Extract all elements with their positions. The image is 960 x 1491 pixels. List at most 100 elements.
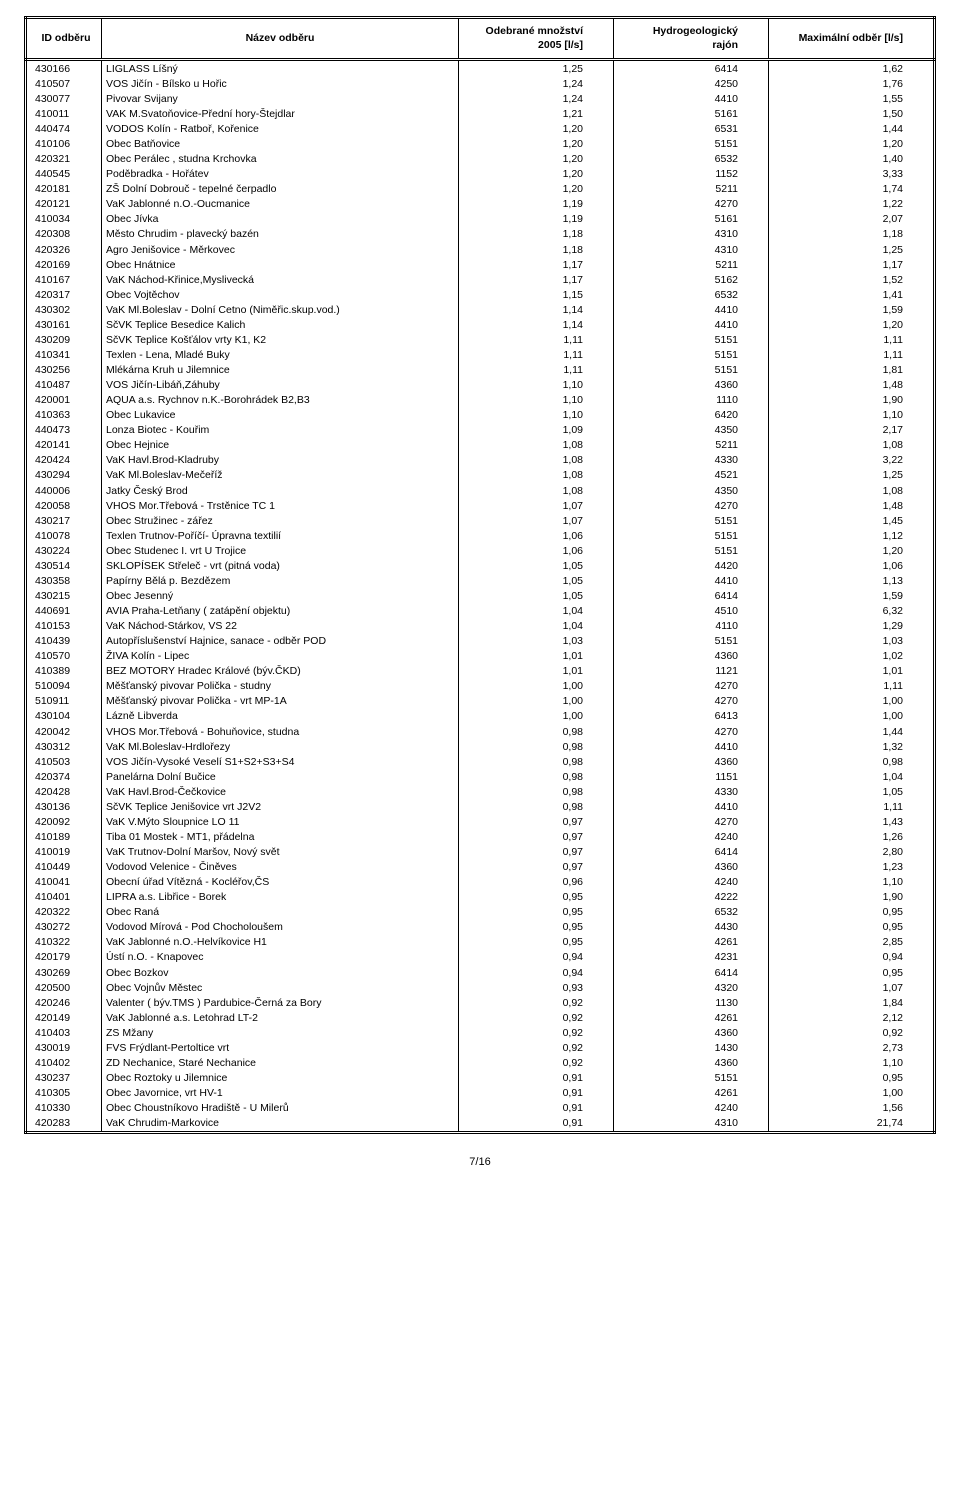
cell-qty: 1,05 xyxy=(459,588,614,603)
cell-qty: 1,20 xyxy=(459,167,614,182)
table-row: 410019VaK Trutnov-Dolní Maršov, Nový svě… xyxy=(26,845,935,860)
cell-max: 1,00 xyxy=(769,709,935,724)
cell-raj: 4310 xyxy=(614,227,769,242)
cell-qty: 0,98 xyxy=(459,739,614,754)
cell-max: 1,44 xyxy=(769,122,935,137)
cell-name: VHOS Mor.Třebová - Trstěnice TC 1 xyxy=(102,498,459,513)
cell-qty: 1,01 xyxy=(459,664,614,679)
cell-id: 410167 xyxy=(26,272,102,287)
cell-raj: 5211 xyxy=(614,257,769,272)
cell-qty: 1,20 xyxy=(459,137,614,152)
table-row: 430237Obec Roztoky u Jilemnice0,9151510,… xyxy=(26,1070,935,1085)
cell-raj: 4350 xyxy=(614,423,769,438)
cell-id: 430302 xyxy=(26,302,102,317)
table-row: 430312VaK Ml.Boleslav-Hrdlořezy0,9844101… xyxy=(26,739,935,754)
cell-name: Panelárna Dolní Bučice xyxy=(102,769,459,784)
cell-id: 420042 xyxy=(26,724,102,739)
table-row: 430161SčVK Teplice Besedice Kalich1,1444… xyxy=(26,317,935,332)
cell-raj: 4270 xyxy=(614,679,769,694)
cell-id: 430312 xyxy=(26,739,102,754)
cell-id: 420092 xyxy=(26,814,102,829)
cell-max: 0,95 xyxy=(769,1070,935,1085)
cell-raj: 4250 xyxy=(614,76,769,91)
cell-raj: 4330 xyxy=(614,453,769,468)
cell-id: 410189 xyxy=(26,829,102,844)
cell-qty: 1,20 xyxy=(459,122,614,137)
cell-qty: 1,18 xyxy=(459,242,614,257)
cell-qty: 1,19 xyxy=(459,212,614,227)
cell-qty: 1,11 xyxy=(459,347,614,362)
cell-raj: 4261 xyxy=(614,1010,769,1025)
cell-max: 1,00 xyxy=(769,1086,935,1101)
cell-id: 410322 xyxy=(26,935,102,950)
cell-name: VOS Jičín-Libáň,Záhuby xyxy=(102,378,459,393)
cell-raj: 4510 xyxy=(614,604,769,619)
table-row: 440473Lonza Biotec - Kouřim1,0943502,17 xyxy=(26,423,935,438)
cell-name: Vodovod Mírová - Pod Chocholoušem xyxy=(102,920,459,935)
cell-max: 1,20 xyxy=(769,137,935,152)
cell-max: 1,13 xyxy=(769,573,935,588)
cell-name: Vodovod Velenice - Činěves xyxy=(102,860,459,875)
cell-id: 430136 xyxy=(26,799,102,814)
cell-raj: 4240 xyxy=(614,875,769,890)
cell-raj: 5151 xyxy=(614,1070,769,1085)
column-header-raj: Hydrogeologickýrajón xyxy=(614,18,769,60)
cell-raj: 5151 xyxy=(614,528,769,543)
table-row: 410449Vodovod Velenice - Činěves0,974360… xyxy=(26,860,935,875)
cell-max: 3,33 xyxy=(769,167,935,182)
cell-id: 430237 xyxy=(26,1070,102,1085)
cell-raj: 6531 xyxy=(614,122,769,137)
table-row: 430215Obec Jesenný1,0564141,59 xyxy=(26,588,935,603)
cell-name: VaK Náchod-Křinice,Myslivecká xyxy=(102,272,459,287)
cell-name: Texlen - Lena, Mladé Buky xyxy=(102,347,459,362)
table-row: 420042VHOS Mor.Třebová - Bohuňovice, stu… xyxy=(26,724,935,739)
cell-max: 1,05 xyxy=(769,784,935,799)
cell-raj: 4360 xyxy=(614,1025,769,1040)
cell-max: 1,04 xyxy=(769,769,935,784)
cell-name: SKLOPÍSEK Střeleč - vrt (pitná voda) xyxy=(102,558,459,573)
table-row: 410153VaK Náchod-Stárkov, VS 221,0441101… xyxy=(26,619,935,634)
cell-max: 0,98 xyxy=(769,754,935,769)
cell-name: LIPRA a.s. Libřice - Borek xyxy=(102,890,459,905)
cell-raj: 4231 xyxy=(614,950,769,965)
cell-id: 420246 xyxy=(26,995,102,1010)
table-row: 410401LIPRA a.s. Libřice - Borek0,954222… xyxy=(26,890,935,905)
cell-id: 410106 xyxy=(26,137,102,152)
cell-qty: 1,21 xyxy=(459,106,614,121)
cell-raj: 5161 xyxy=(614,106,769,121)
cell-name: Pivovar Svijany xyxy=(102,91,459,106)
cell-raj: 5211 xyxy=(614,182,769,197)
cell-name: Město Chrudim - plavecký bazén xyxy=(102,227,459,242)
cell-raj: 4360 xyxy=(614,649,769,664)
cell-max: 1,17 xyxy=(769,257,935,272)
table-row: 430166LIGLASS Líšný1,2564141,62 xyxy=(26,60,935,77)
cell-id: 420374 xyxy=(26,769,102,784)
table-row: 420169Obec Hnátnice1,1752111,17 xyxy=(26,257,935,272)
cell-raj: 5151 xyxy=(614,332,769,347)
table-row: 420058VHOS Mor.Třebová - Trstěnice TC 11… xyxy=(26,498,935,513)
table-row: 420283VaK Chrudim-Markovice0,91431021,74 xyxy=(26,1116,935,1133)
cell-name: VaK Ml.Boleslav - Dolní Cetno (Niměřic.s… xyxy=(102,302,459,317)
cell-id: 420141 xyxy=(26,438,102,453)
cell-name: AQUA a.s. Rychnov n.K.-Borohrádek B2,B3 xyxy=(102,393,459,408)
table-row: 420428VaK Havl.Brod-Čečkovice0,9843301,0… xyxy=(26,784,935,799)
cell-raj: 4261 xyxy=(614,1086,769,1101)
cell-name: Papírny Bělá p. Bezdězem xyxy=(102,573,459,588)
table-row: 420308Město Chrudim - plavecký bazén1,18… xyxy=(26,227,935,242)
cell-name: FVS Frýdlant-Pertoltice vrt xyxy=(102,1040,459,1055)
cell-qty: 1,01 xyxy=(459,649,614,664)
cell-name: VaK Jablonné a.s. Letohrad LT-2 xyxy=(102,1010,459,1025)
cell-max: 0,92 xyxy=(769,1025,935,1040)
table-row: 430514SKLOPÍSEK Střeleč - vrt (pitná vod… xyxy=(26,558,935,573)
cell-id: 510911 xyxy=(26,694,102,709)
cell-id: 430215 xyxy=(26,588,102,603)
cell-id: 410439 xyxy=(26,634,102,649)
cell-max: 1,07 xyxy=(769,980,935,995)
table-row: 410402ZD Nechanice, Staré Nechanice0,924… xyxy=(26,1055,935,1070)
cell-id: 410019 xyxy=(26,845,102,860)
cell-id: 440006 xyxy=(26,483,102,498)
cell-name: VaK Náchod-Stárkov, VS 22 xyxy=(102,619,459,634)
cell-max: 21,74 xyxy=(769,1116,935,1133)
cell-max: 3,22 xyxy=(769,453,935,468)
table-row: 410167VaK Náchod-Křinice,Myslivecká1,175… xyxy=(26,272,935,287)
